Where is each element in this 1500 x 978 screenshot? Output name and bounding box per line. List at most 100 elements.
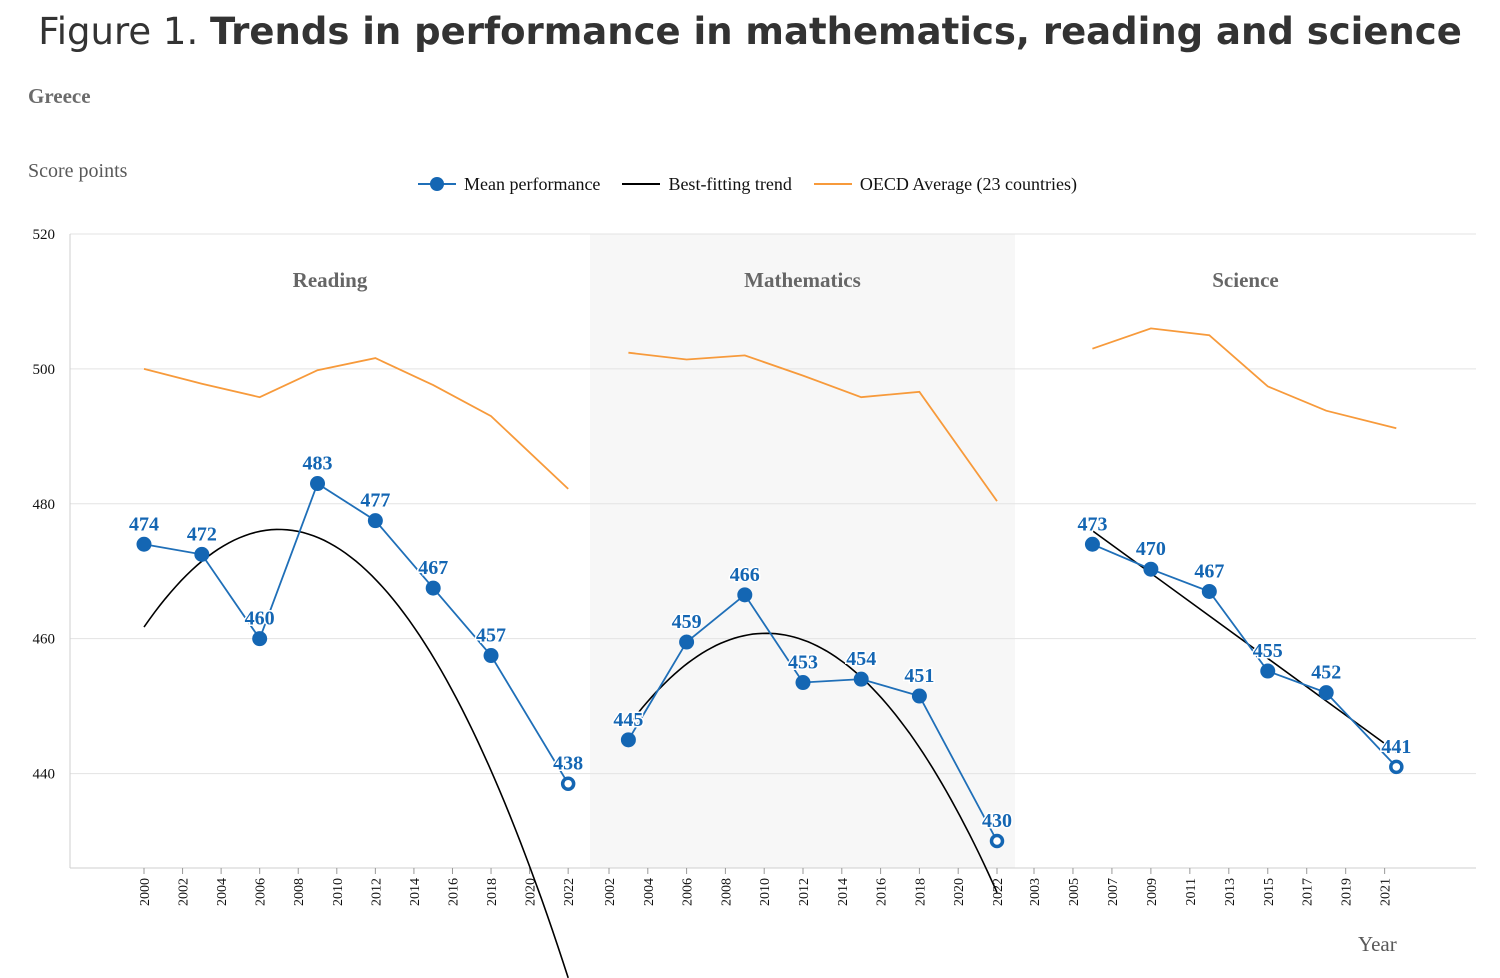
- x-tick-label: 2007: [1106, 878, 1121, 906]
- x-tick-label: 2002: [177, 878, 192, 906]
- x-tick-label: 2016: [875, 878, 890, 906]
- mean-point: [911, 688, 927, 704]
- mean-point: [194, 546, 210, 562]
- x-tick-label: 2003: [1028, 878, 1043, 906]
- x-tick-label: 2019: [1340, 878, 1355, 906]
- x-tick-label: 2021: [1379, 878, 1394, 906]
- mean-point: [367, 513, 383, 529]
- mean-data-label: 452: [1311, 662, 1341, 684]
- legend-oecd: OECD Average (23 countries): [813, 173, 1078, 195]
- page-title: Figure 1. Trends in performance in mathe…: [0, 10, 1500, 53]
- y-tick-label: 520: [33, 227, 56, 243]
- oecd-average-line: [1092, 327, 1397, 430]
- x-tick-label: 2012: [369, 878, 384, 906]
- mean-point: [679, 634, 695, 650]
- mean-data-label: 445: [613, 709, 643, 731]
- mean-performance-line: [143, 482, 569, 785]
- x-tick-label: 2008: [292, 878, 307, 906]
- x-tick-label: 2008: [719, 878, 734, 906]
- x-tick-label: 2010: [758, 878, 773, 906]
- y-tick-label: 440: [33, 767, 56, 783]
- x-tick-label: 2014: [408, 878, 423, 906]
- mean-point: [853, 671, 869, 687]
- legend-mean-swatch: [418, 177, 456, 191]
- mean-point: [795, 675, 811, 691]
- mean-data-label: 457: [476, 625, 506, 647]
- mean-point: [425, 580, 441, 596]
- x-tick-label: 2004: [642, 878, 657, 906]
- mean-point: [310, 476, 326, 492]
- x-tick-label: 2005: [1067, 878, 1082, 906]
- country-label: Greece: [28, 84, 91, 108]
- x-tick-label: 2016: [446, 878, 461, 906]
- x-tick-label: 2014: [836, 878, 851, 906]
- best-fitting-trend-line: [143, 528, 569, 978]
- mean-data-label: 472: [187, 523, 217, 545]
- legend-trend: Best-fitting trend: [622, 174, 792, 195]
- y-axis-unit: Score points: [28, 160, 128, 182]
- x-tick-label: 2020: [524, 878, 539, 906]
- x-tick-label: 2020: [952, 878, 967, 906]
- mean-data-label: 454: [846, 648, 876, 670]
- x-tick-label: 2012: [797, 878, 812, 906]
- legend-mean: Mean performance: [418, 174, 600, 195]
- mean-data-label: 466: [730, 564, 760, 586]
- mean-data-label: 441: [1381, 736, 1411, 758]
- title-main: Trends in performance in mathematics, re…: [210, 10, 1462, 53]
- chart-legend: Mean performance Best-fitting trend OECD…: [418, 172, 1077, 196]
- panel-title: Reading: [293, 268, 368, 292]
- mean-point: [1260, 663, 1276, 679]
- mean-performance-line: [1092, 543, 1397, 768]
- y-tick-label: 500: [33, 362, 56, 378]
- best-fitting-trend-line: [1091, 530, 1397, 753]
- x-tick-label: 2018: [485, 878, 500, 906]
- mean-point: [252, 631, 268, 647]
- panel-shade: [590, 234, 1015, 868]
- x-tick-label: 2002: [603, 878, 618, 906]
- mean-data-label: 470: [1136, 538, 1166, 560]
- mean-data-label: 459: [672, 611, 702, 633]
- y-tick-label: 480: [33, 497, 56, 513]
- mean-point-hollow: [1389, 759, 1404, 775]
- mean-data-label: 455: [1253, 640, 1283, 662]
- x-tick-label: 2010: [331, 878, 346, 906]
- x-tick-label: 2017: [1301, 878, 1316, 906]
- x-tick-label: 2000: [138, 878, 153, 906]
- mean-data-label: 460: [245, 608, 275, 630]
- x-tick-label: 2004: [215, 878, 230, 906]
- mean-point: [1084, 536, 1100, 552]
- mean-point-hollow: [989, 833, 1005, 849]
- x-axis-unit: Year: [1358, 932, 1397, 956]
- mean-data-label: 430: [982, 810, 1012, 832]
- title-prefix: Figure 1.: [38, 10, 199, 53]
- oecd-average-line: [143, 357, 569, 490]
- best-fitting-trend-line: [627, 632, 998, 893]
- mean-point: [737, 587, 753, 603]
- mean-point: [1201, 583, 1217, 599]
- x-tick-label: 2018: [913, 878, 928, 906]
- y-tick-label: 460: [33, 632, 56, 648]
- mean-point: [620, 732, 636, 748]
- x-tick-label: 2015: [1262, 878, 1277, 906]
- mean-point: [1318, 685, 1334, 701]
- x-tick-label: 2011: [1184, 878, 1199, 905]
- mean-data-label: 473: [1077, 513, 1107, 535]
- legend-mean-label: Mean performance: [464, 173, 601, 194]
- mean-point-hollow: [560, 776, 576, 791]
- mean-data-label: 438: [553, 753, 583, 775]
- panel-title: Mathematics: [744, 268, 861, 292]
- oecd-average-line: [628, 351, 998, 502]
- x-tick-label: 2022: [562, 878, 577, 906]
- mean-data-label: 467: [1194, 560, 1224, 582]
- mean-data-label: 474: [129, 513, 159, 535]
- x-tick-label: 2009: [1145, 878, 1160, 906]
- legend-oecd-label: OECD Average (23 countries): [859, 173, 1078, 194]
- mean-point: [483, 648, 499, 664]
- x-tick-label: 2013: [1223, 878, 1238, 906]
- mean-point: [136, 536, 152, 552]
- mean-data-label: 451: [904, 665, 934, 687]
- x-tick-label: 2006: [681, 878, 696, 906]
- mean-point: [1143, 561, 1159, 577]
- mean-data-label: 467: [418, 557, 448, 579]
